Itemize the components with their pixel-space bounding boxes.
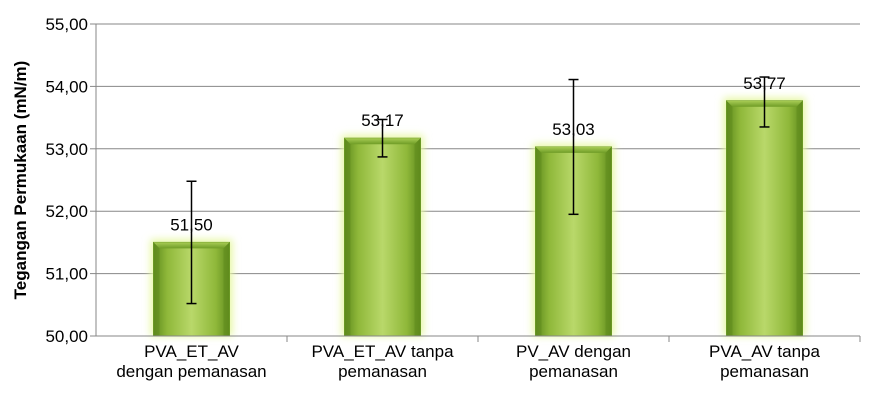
bar-left-edge (344, 138, 351, 336)
x-category-label: pemanasan (529, 362, 618, 381)
bar-left-edge (726, 100, 733, 336)
x-category-label: PVA_ET_AV tanpa (311, 342, 454, 361)
y-tick-label: 53,00 (45, 140, 88, 159)
y-tick-label: 50,00 (45, 327, 88, 346)
y-axis-title: Tegangan Permukaan (mN/m) (11, 61, 30, 300)
x-category-label: PV_AV dengan (516, 342, 631, 361)
data-label: 53,17 (361, 111, 404, 130)
bar-left-edge (153, 242, 160, 336)
bars (150, 97, 806, 337)
y-tick-label: 52,00 (45, 202, 88, 221)
data-label: 53,77 (743, 74, 786, 93)
data-labels: 51,50 53,17 53,03 53,77 (170, 74, 786, 235)
y-axis-ticks: 50,00 51,00 52,00 53,00 54,00 55,00 (45, 15, 88, 346)
x-category-label: pemanasan (338, 362, 427, 381)
error-bars (186, 76, 770, 305)
y-tick-label: 55,00 (45, 15, 88, 34)
data-label: 51,50 (170, 215, 213, 234)
x-category-label: PVA_ET_AV (144, 342, 239, 361)
bar-right-edge (223, 242, 230, 336)
x-category-label: PVA_AV tanpa (709, 342, 820, 361)
x-category-label: dengan pemanasan (116, 362, 266, 381)
bar (726, 100, 803, 337)
bar-right-edge (605, 146, 612, 336)
bar-right-edge (796, 100, 803, 336)
x-category-label: pemanasan (720, 362, 809, 381)
bar-left-edge (535, 146, 542, 336)
bar (344, 137, 421, 337)
bar-right-edge (414, 138, 421, 336)
y-tick-label: 51,00 (45, 265, 88, 284)
data-label: 53,03 (552, 120, 595, 139)
y-tick-label: 54,00 (45, 77, 88, 96)
